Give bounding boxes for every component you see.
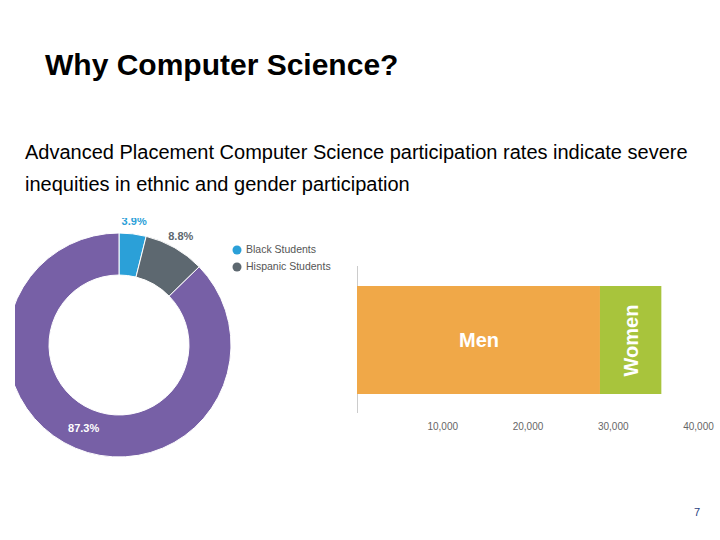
- html-text:Advanced Placement Computer Sc: Advanced Placement Computer Science part…: [25, 141, 688, 195]
- svg-text:87.3%: 87.3%: [68, 422, 99, 434]
- svg-text:3.9%: 3.9%: [122, 218, 147, 227]
- svg-text:20,000: 20,000: [513, 421, 544, 432]
- svg-text:30,000: 30,000: [598, 421, 629, 432]
- svg-text:10,000: 10,000: [427, 421, 458, 432]
- svg-text:8.8%: 8.8%: [168, 230, 193, 242]
- html-text:7: 7: [693, 506, 700, 518]
- svg-text:Hispanic Students: Hispanic Students: [246, 260, 331, 272]
- svg-text:Men: Men: [459, 329, 499, 351]
- svg-text:Women: Women: [620, 305, 642, 377]
- svg-text:Black Students: Black Students: [246, 243, 316, 255]
- svg-text:40,000: 40,000: [683, 421, 714, 432]
- html-text:Why Computer Science?: Why Computer Science?: [45, 48, 399, 81]
